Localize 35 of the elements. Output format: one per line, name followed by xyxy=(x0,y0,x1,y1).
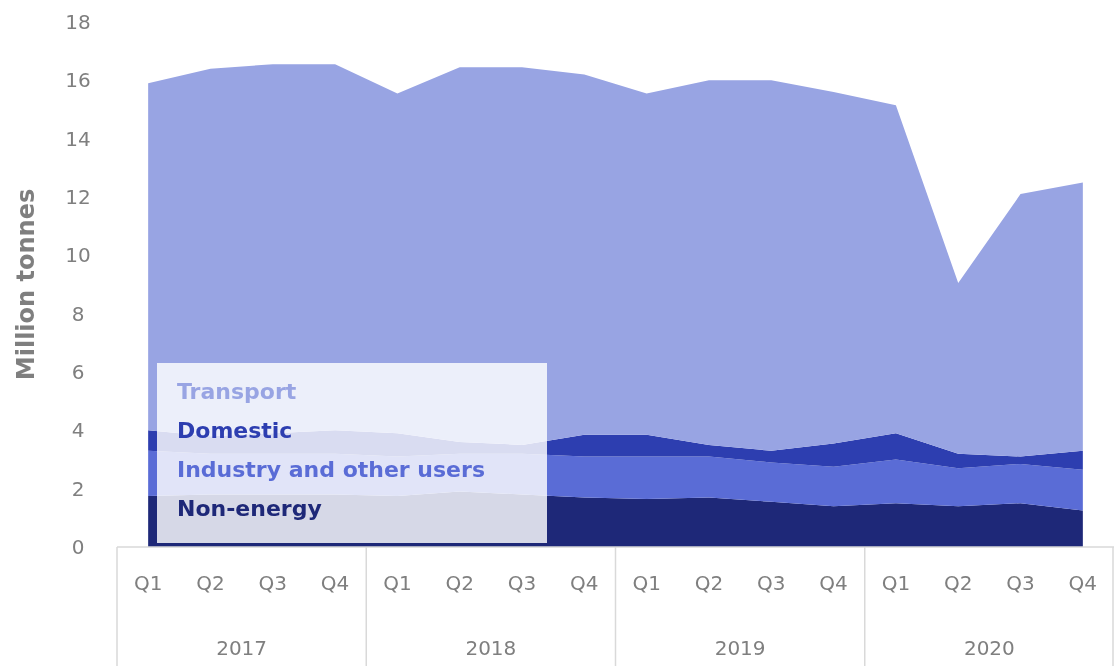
series-label: Domestic xyxy=(177,418,293,443)
y-tick-label: 4 xyxy=(71,418,85,443)
y-tick-label: 8 xyxy=(71,301,85,326)
x-tick-label: Q3 xyxy=(507,571,537,595)
series-label: Non-energy xyxy=(177,496,322,521)
x-tick-label: Q4 xyxy=(1068,571,1098,595)
y-tick-label: 0 xyxy=(71,535,85,559)
text: 2017 xyxy=(216,636,268,660)
y-tick-label: 12 xyxy=(65,185,91,209)
y-axis-title: Million tonnes xyxy=(12,188,40,381)
y-tick-label: 18 xyxy=(65,10,91,34)
series-label: Industry and other users xyxy=(177,457,485,482)
x-tick-label: Q2 xyxy=(943,571,973,595)
x-tick-label: Q1 xyxy=(383,571,412,595)
x-tick-label: Q4 xyxy=(819,571,848,595)
x-tick-label: Q3 xyxy=(757,571,786,595)
x-tick-label: Q4 xyxy=(570,571,599,595)
x-tick-label: Q1 xyxy=(133,571,163,595)
x-tick-label: Q3 xyxy=(258,571,288,595)
text: 2019 xyxy=(714,636,766,660)
y-tick-label: 10 xyxy=(65,243,91,268)
x-tick-label: Q1 xyxy=(632,571,661,595)
x-tick-label: Q2 xyxy=(694,571,724,595)
text: 2018 xyxy=(465,636,517,660)
y-tick-label: 14 xyxy=(65,126,91,151)
series-label: Transport xyxy=(177,379,297,404)
y-tick-label: 16 xyxy=(65,68,91,93)
x-tick-label: Q1 xyxy=(881,571,911,595)
y-tick-label: 2 xyxy=(71,476,85,501)
x-tick-label: Q2 xyxy=(445,571,474,595)
x-tick-label: Q4 xyxy=(320,571,350,595)
x-tick-label: Q3 xyxy=(1006,571,1035,595)
x-tick-label: Q2 xyxy=(196,571,225,595)
y-tick-label: 6 xyxy=(71,360,85,384)
text: 2020 xyxy=(963,636,1015,660)
